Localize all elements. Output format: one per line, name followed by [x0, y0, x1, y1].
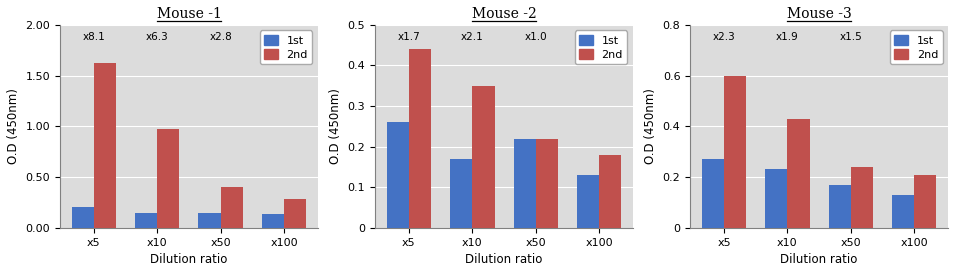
- Text: x1.9: x1.9: [776, 32, 798, 42]
- Bar: [473, 86, 495, 228]
- Legend: 1st, 2nd: 1st, 2nd: [890, 31, 943, 64]
- Bar: [94, 63, 117, 228]
- Bar: [262, 213, 284, 228]
- Title: Mouse -2: Mouse -2: [472, 7, 537, 21]
- X-axis label: Dilution ratio: Dilution ratio: [780, 253, 858, 266]
- Bar: [829, 185, 851, 228]
- Text: x2.8: x2.8: [209, 32, 232, 42]
- Bar: [851, 167, 873, 228]
- Legend: 1st, 2nd: 1st, 2nd: [260, 31, 312, 64]
- X-axis label: Dilution ratio: Dilution ratio: [465, 253, 542, 266]
- Text: x2.3: x2.3: [712, 32, 735, 42]
- Bar: [765, 170, 788, 228]
- Text: x6.3: x6.3: [146, 32, 169, 42]
- Bar: [788, 119, 810, 228]
- Text: x2.1: x2.1: [461, 32, 483, 42]
- Title: Mouse -1: Mouse -1: [157, 7, 222, 21]
- Text: x1.7: x1.7: [397, 32, 420, 42]
- Bar: [72, 207, 94, 228]
- Text: x2.0: x2.0: [273, 32, 295, 42]
- Bar: [284, 199, 307, 228]
- Title: Mouse -3: Mouse -3: [787, 7, 852, 21]
- Bar: [914, 174, 936, 228]
- Text: x1.7: x1.7: [902, 32, 925, 42]
- Bar: [514, 138, 536, 228]
- Text: x1.0: x1.0: [524, 32, 547, 42]
- Y-axis label: O.D (450nm): O.D (450nm): [644, 88, 657, 164]
- Bar: [199, 213, 221, 228]
- Bar: [702, 159, 724, 228]
- Legend: 1st, 2nd: 1st, 2nd: [575, 31, 627, 64]
- Bar: [536, 138, 558, 228]
- Bar: [892, 195, 914, 228]
- Bar: [158, 129, 180, 228]
- X-axis label: Dilution ratio: Dilution ratio: [150, 253, 227, 266]
- Bar: [450, 159, 473, 228]
- Bar: [724, 76, 746, 228]
- Bar: [387, 122, 409, 228]
- Bar: [135, 213, 158, 228]
- Y-axis label: O.D (450nm): O.D (450nm): [7, 88, 20, 164]
- Bar: [577, 175, 599, 228]
- Bar: [599, 155, 622, 228]
- Y-axis label: O.D (450nm): O.D (450nm): [329, 88, 342, 164]
- Text: x8.1: x8.1: [82, 32, 105, 42]
- Bar: [221, 187, 243, 228]
- Bar: [409, 49, 431, 228]
- Text: x1.5: x1.5: [839, 32, 862, 42]
- Text: x1.4: x1.4: [587, 32, 610, 42]
